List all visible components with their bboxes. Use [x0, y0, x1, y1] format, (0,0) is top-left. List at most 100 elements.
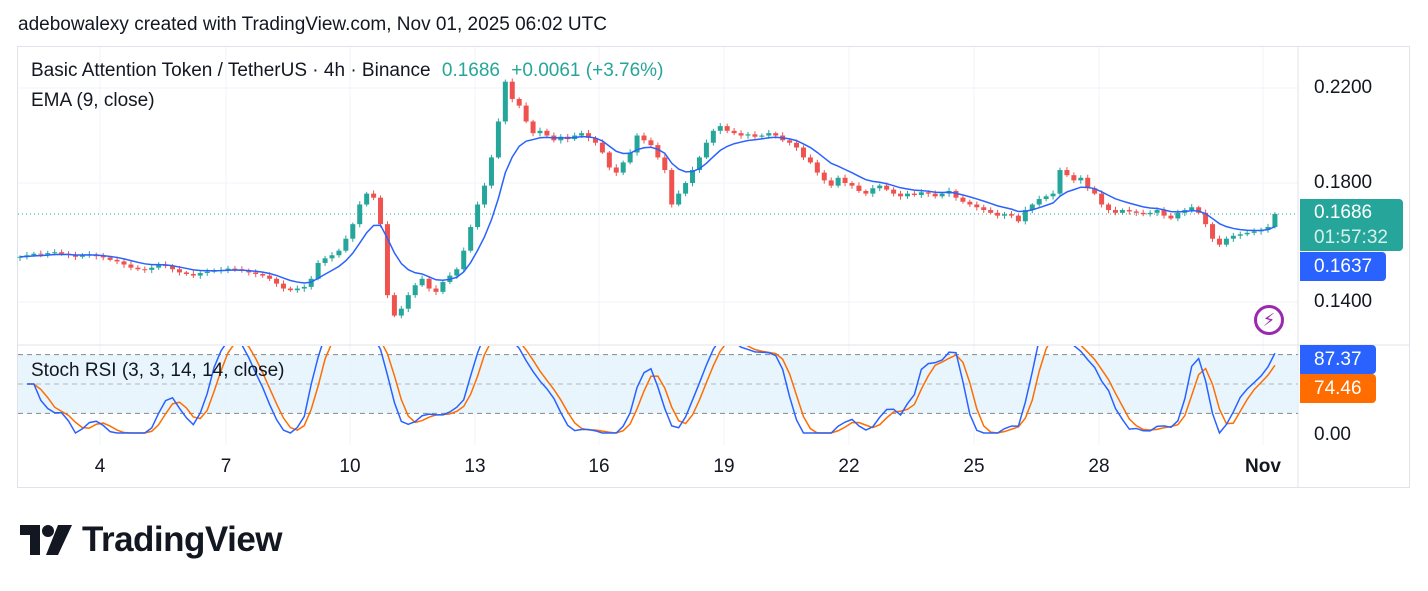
candle-body [620, 162, 626, 173]
x-tick: 4 [94, 456, 106, 477]
candle-body [898, 193, 904, 197]
price-tick: 0.2200 [1314, 77, 1373, 98]
candle-body [433, 288, 439, 292]
candle-body [1265, 227, 1271, 230]
candle-body [1085, 177, 1091, 189]
candle-body [495, 121, 501, 158]
candle-body [405, 295, 411, 309]
candle-body [52, 252, 58, 254]
candle-body [745, 134, 751, 136]
candle-body [1119, 210, 1125, 213]
candle-body [877, 185, 883, 189]
candle-body [454, 269, 460, 276]
candle-body [766, 133, 772, 136]
candle-body [1196, 207, 1202, 213]
candle-body [710, 130, 716, 143]
candle-body [683, 183, 689, 194]
candle-body [336, 250, 342, 256]
candle-body [599, 142, 605, 153]
chart-credit: adebowalexy created with TradingView.com… [18, 14, 607, 35]
candle-body [1064, 170, 1070, 176]
candle-body [364, 193, 370, 205]
candle-body [1050, 193, 1056, 197]
candle-body [274, 278, 280, 284]
candle-body [731, 130, 737, 134]
symbol-title: Basic Attention Token / TetherUS · 4h · … [31, 60, 431, 81]
candle-body [1237, 234, 1243, 236]
tradingview-logo-icon [20, 525, 72, 555]
candle-body [475, 204, 481, 228]
candle-body [960, 197, 966, 202]
candle-body [1223, 238, 1229, 245]
candle-body [537, 130, 543, 134]
candle-body [246, 270, 252, 273]
candle-body [509, 81, 515, 99]
candle-body [696, 157, 702, 171]
candle-body [752, 134, 758, 137]
tradingview-logo[interactable]: TradingView [20, 520, 283, 560]
candle-body [232, 268, 238, 270]
candle-body [322, 258, 328, 263]
candle-body [502, 81, 508, 122]
x-tick: 28 [1088, 456, 1110, 477]
candle-body [156, 264, 162, 268]
candle-body [371, 193, 377, 198]
ema-value-tag: 0.1637 [1300, 252, 1386, 281]
candle-body [31, 253, 37, 256]
candle-body [260, 273, 266, 276]
x-tick: Nov [1245, 456, 1281, 477]
price-tick: 0.1800 [1314, 172, 1373, 193]
candle-body [925, 192, 931, 194]
candle-body [1272, 213, 1278, 228]
candle-body [398, 308, 404, 316]
candle-body [703, 142, 709, 158]
rsi-tick: 0.00 [1314, 424, 1351, 445]
symbol-legend: Basic Attention Token / TetherUS · 4h · … [31, 60, 663, 82]
candle-body [932, 193, 938, 197]
chart-frame [17, 46, 1410, 488]
candle-body [1106, 204, 1112, 211]
candle-body [1189, 207, 1195, 211]
candle-body [676, 193, 682, 205]
candle-body [72, 254, 78, 257]
candle-body [516, 98, 522, 106]
candle-body [1203, 212, 1209, 225]
lightning-icon[interactable]: ⚡︎ [1254, 305, 1284, 335]
candle-body [842, 177, 848, 183]
x-tick: 25 [963, 456, 985, 477]
candle-body [1112, 210, 1118, 213]
candle-body [953, 190, 959, 198]
candle-body [183, 272, 189, 274]
candle-body [38, 253, 44, 255]
candle-body [378, 197, 384, 225]
candle-body [197, 273, 203, 276]
candle-body [759, 135, 765, 137]
candle-body [59, 252, 65, 254]
candle-body [800, 147, 806, 158]
candle-body [1022, 210, 1028, 222]
ema-line [19, 135, 1276, 284]
stoch-d-line [26, 346, 1276, 434]
candle-body [828, 180, 834, 186]
candle-body [939, 193, 945, 197]
candle-body [100, 256, 106, 258]
candle-body [440, 282, 446, 292]
candle-body [357, 204, 363, 225]
ema-legend[interactable]: EMA (9, close) [31, 90, 155, 111]
candle-body [149, 267, 155, 270]
candle-body [1175, 212, 1181, 219]
candle-body [655, 145, 661, 158]
candle-body [482, 185, 488, 205]
candle-body [863, 190, 869, 194]
candle-body [1147, 212, 1153, 215]
candle-body [170, 266, 176, 270]
candle-body [107, 257, 113, 260]
candle-body [267, 275, 273, 279]
candle-body [807, 157, 813, 163]
candle-body [1154, 210, 1160, 213]
stoch-rsi-legend[interactable]: Stoch RSI (3, 3, 14, 14, close) [31, 360, 285, 381]
price-tick: 0.1400 [1314, 291, 1373, 312]
candle-body [988, 210, 994, 213]
candle-body [45, 253, 51, 255]
